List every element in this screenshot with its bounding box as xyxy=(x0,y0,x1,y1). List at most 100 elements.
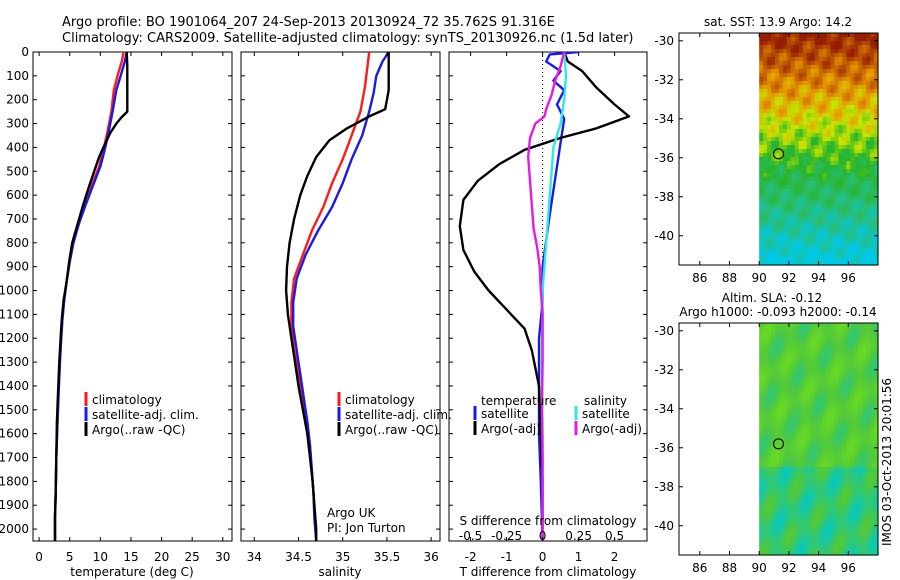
map-cell xyxy=(802,427,808,432)
map-cell xyxy=(846,499,851,504)
map-cell xyxy=(870,161,875,166)
map-cell xyxy=(858,233,863,238)
map-cell xyxy=(798,367,804,372)
map-cell xyxy=(826,73,832,78)
map-cell xyxy=(814,439,820,444)
map-cell xyxy=(838,133,843,138)
map-cell xyxy=(763,487,768,492)
map-cell xyxy=(806,129,812,134)
map-cell xyxy=(818,515,824,520)
map-cell xyxy=(782,351,788,356)
map-cell xyxy=(870,367,875,372)
map-cell xyxy=(850,463,855,468)
map-cell xyxy=(822,479,828,484)
map-cell xyxy=(798,531,804,536)
map-cell xyxy=(814,367,820,372)
map-cell xyxy=(759,551,764,556)
map-cell xyxy=(870,443,875,448)
map-cell xyxy=(846,379,851,384)
map-cell xyxy=(814,113,820,118)
map-cell xyxy=(842,399,847,404)
map-cell xyxy=(786,379,792,384)
map-cell xyxy=(798,253,804,258)
map-cell xyxy=(810,49,816,54)
map-cell xyxy=(794,391,800,396)
map-cell xyxy=(870,53,875,58)
map-cell xyxy=(775,205,780,210)
map-cell xyxy=(850,41,855,46)
map-cell xyxy=(846,197,851,202)
map-cell xyxy=(826,117,832,122)
map-cell xyxy=(822,201,828,206)
map-cell xyxy=(830,347,836,352)
map-cell xyxy=(870,93,875,98)
map-cell xyxy=(798,547,804,552)
map-cell xyxy=(779,149,784,154)
map-cell xyxy=(874,351,879,356)
map-cell xyxy=(866,367,871,372)
map-cell xyxy=(786,435,792,440)
map-cell xyxy=(790,427,796,432)
map-cell xyxy=(834,241,839,246)
map-cell xyxy=(818,233,824,238)
map-cell xyxy=(870,121,875,126)
map-cell xyxy=(830,121,836,126)
map-cell xyxy=(866,261,871,266)
map-cell xyxy=(846,89,851,94)
map-cell xyxy=(862,439,867,444)
map-cell xyxy=(767,543,772,548)
map-cell xyxy=(842,487,847,492)
map-cell xyxy=(862,331,867,336)
map-cell xyxy=(763,153,768,158)
map-cell xyxy=(806,431,812,436)
map-cell xyxy=(838,53,843,58)
map-cell xyxy=(806,149,812,154)
map-cell xyxy=(798,499,804,504)
map-cell xyxy=(790,97,796,102)
map-cell xyxy=(802,69,808,74)
map-cell xyxy=(786,253,792,258)
map-cell xyxy=(798,371,804,376)
map-cell xyxy=(798,225,804,230)
map-cell xyxy=(862,519,867,524)
map-cell xyxy=(862,33,867,38)
map-cell xyxy=(782,471,788,476)
map-cell xyxy=(870,547,875,552)
map-cell xyxy=(854,253,859,258)
map-cell xyxy=(858,403,863,408)
map-cell xyxy=(830,177,836,182)
map-cell xyxy=(870,197,875,202)
map-cell xyxy=(850,161,855,166)
map-cell xyxy=(834,37,839,42)
map-cell xyxy=(874,261,879,266)
map-cell xyxy=(794,57,800,62)
map-cell xyxy=(862,205,867,210)
map-cell xyxy=(763,221,768,226)
map-cell xyxy=(862,153,867,158)
map-cell xyxy=(790,133,796,138)
map-cell xyxy=(842,387,847,392)
map-cell xyxy=(826,37,832,42)
map-cell xyxy=(759,113,764,118)
map-cell xyxy=(779,137,784,142)
map-cell xyxy=(846,185,851,190)
map-cell xyxy=(822,535,828,540)
map-cell xyxy=(759,121,764,126)
map-cell xyxy=(842,511,847,516)
map-cell xyxy=(782,89,788,94)
map-cell xyxy=(771,249,776,254)
map-cell xyxy=(874,423,879,428)
map-cell xyxy=(802,221,808,226)
map-cell xyxy=(779,443,784,448)
map-cell xyxy=(834,33,839,38)
map-cell xyxy=(838,205,843,210)
map-cell xyxy=(786,65,792,70)
map-cell xyxy=(870,249,875,254)
map-cell xyxy=(763,217,768,222)
map-cell xyxy=(846,49,851,54)
map-cell xyxy=(782,129,788,134)
map-cell xyxy=(850,507,855,512)
map-cell xyxy=(842,339,847,344)
map-cell xyxy=(838,41,843,46)
map-cell xyxy=(822,531,828,536)
